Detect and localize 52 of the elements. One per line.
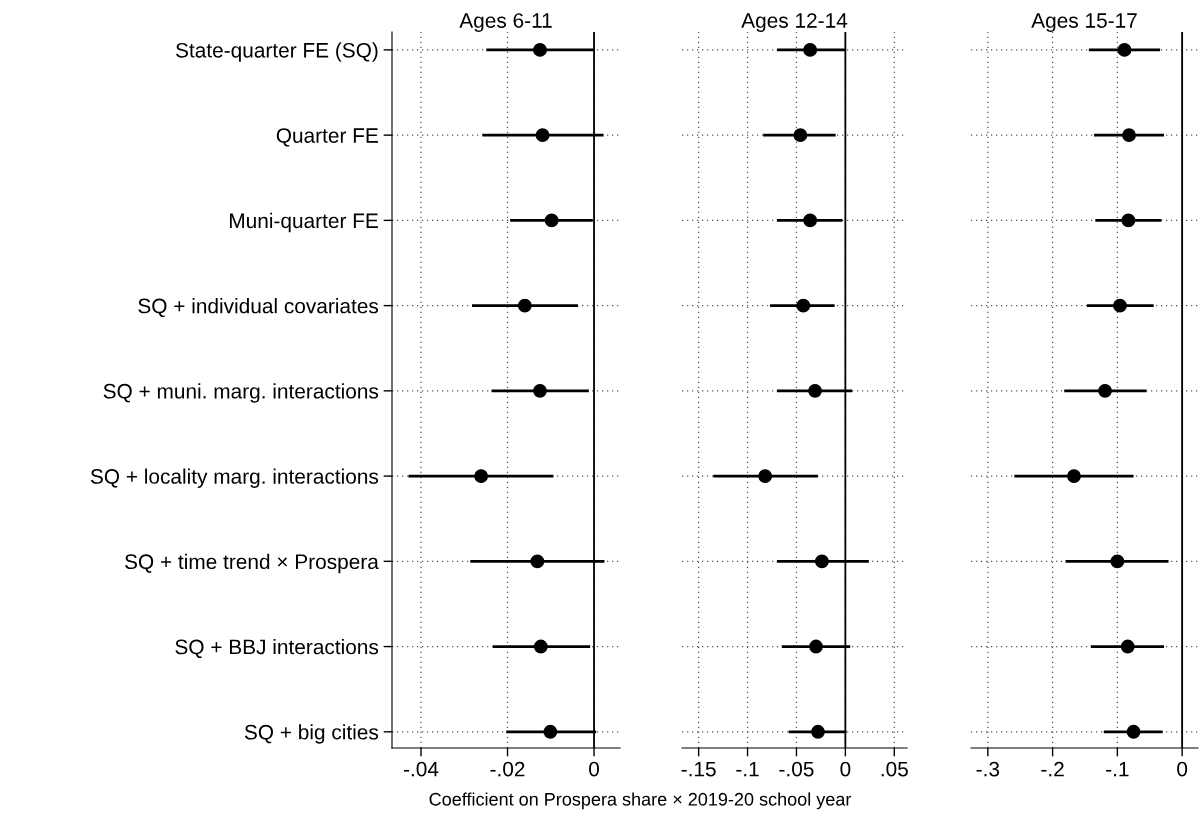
x-tick-label: -.04: [403, 761, 439, 777]
point: [1126, 724, 1141, 739]
point: [1067, 469, 1081, 484]
x-tick-label: -.02: [490, 761, 525, 777]
point: [535, 128, 550, 143]
point: [808, 383, 822, 398]
y-tick-label: SQ + big cities: [244, 724, 379, 744]
point: [796, 298, 811, 313]
point: [1117, 42, 1132, 57]
point: [530, 554, 545, 569]
point: [533, 639, 548, 654]
point: [793, 128, 808, 143]
x-tick-label: -.1: [1106, 761, 1129, 777]
x-tick-label: -.15: [681, 761, 716, 777]
x-tick-label: 0: [840, 761, 851, 777]
point: [533, 383, 547, 398]
x-axis-title: Coefficient on Prospera share × 2019-20 school year: [429, 792, 852, 810]
point: [1122, 128, 1136, 143]
x-tick-label: .05: [881, 761, 908, 777]
x-tick-label: -.2: [1041, 761, 1064, 777]
point: [814, 554, 829, 569]
x-tick-label: 0: [589, 761, 600, 777]
y-tick-label: SQ + muni. marg. interactions: [103, 383, 379, 403]
point: [1113, 298, 1127, 313]
point: [1121, 213, 1136, 228]
point: [803, 42, 818, 57]
x-tick-label: -.05: [779, 761, 814, 777]
point: [758, 469, 773, 484]
y-tick-label: SQ + time trend × Prospera: [125, 553, 379, 574]
x-tick-label: 0: [1177, 761, 1188, 777]
point: [474, 469, 489, 484]
point: [803, 213, 818, 228]
x-tick-label: -.3: [976, 761, 1000, 777]
y-tick-label: Muni-quarter FE: [230, 212, 378, 233]
point: [544, 213, 559, 228]
point: [811, 724, 825, 739]
point: [1120, 639, 1135, 654]
y-tick-label: State-quarter FE (SQ): [176, 42, 378, 62]
point: [1110, 554, 1125, 569]
y-tick-label: SQ + locality marg. interactions: [90, 468, 379, 488]
chart-title: Ages 6-11: [459, 13, 552, 32]
point: [517, 298, 532, 313]
point: [809, 639, 823, 654]
point: [533, 42, 547, 57]
y-tick-label: Quarter FE: [276, 128, 378, 147]
y-tick-label: SQ + individual covariates: [138, 298, 379, 318]
chart-title: Ages 15-17: [1031, 13, 1137, 32]
chart-title: Ages 12-14: [741, 13, 848, 32]
point: [543, 724, 558, 739]
point: [1098, 383, 1113, 398]
y-tick-label: SQ + BBJ interactions: [175, 639, 379, 659]
x-tick-label: -.1: [736, 761, 759, 777]
